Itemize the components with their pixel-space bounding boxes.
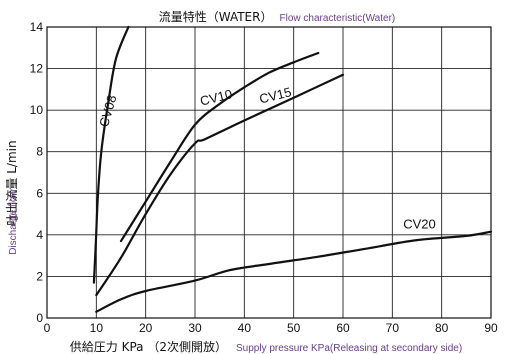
x-axis-label: 供給圧力 KPa （2次側開放） Supply pressure KPa(Rel… <box>70 338 462 354</box>
y-axis-label-en-text: Discharge flow <box>8 188 19 254</box>
x-tick-label: 10 <box>90 321 104 335</box>
series-label-cv15: CV15 <box>258 84 293 106</box>
y-axis-label-en: Discharge flow <box>8 188 19 254</box>
series-label-cv08: CV08 <box>96 93 119 128</box>
x-tick-label: 0 <box>44 321 51 335</box>
x-tick-label: 60 <box>336 321 350 335</box>
y-tick-label: 6 <box>36 186 43 200</box>
chart-title-en: Flow characteristic(Water) <box>279 13 395 24</box>
series-label-cv20: CV20 <box>403 217 436 232</box>
x-tick-label: 30 <box>188 321 202 335</box>
y-tick-label: 12 <box>30 62 44 76</box>
x-tick-label: 90 <box>484 321 498 335</box>
y-tick-label: 2 <box>36 269 43 283</box>
series-line-cv20 <box>95 230 493 313</box>
x-tick-label: 70 <box>386 321 400 335</box>
x-tick-label: 20 <box>139 321 153 335</box>
series-line-cv15 <box>95 73 345 297</box>
x-tick-labels: 0 10 20 30 40 50 60 70 80 90 <box>44 321 498 335</box>
y-tick-labels: 0 2 4 6 8 10 12 14 <box>30 20 44 325</box>
y-tick-label: 14 <box>30 20 44 34</box>
chart-title: 流量特性（WATER） Flow characteristic(Water) <box>159 8 396 25</box>
series-lines <box>92 25 493 313</box>
y-axis-label: 吐出流量 L/min <box>5 140 19 225</box>
x-tick-label: 40 <box>238 321 252 335</box>
y-tick-label: 0 <box>36 311 43 325</box>
series-line-cv08 <box>92 25 130 284</box>
y-tick-label: 8 <box>36 145 43 159</box>
x-axis-label-jp: 供給圧力 KPa （2次側開放） <box>70 339 227 354</box>
x-tick-label: 80 <box>435 321 449 335</box>
x-tick-label: 50 <box>287 321 301 335</box>
series-line-cv10 <box>119 51 320 243</box>
x-axis-label-en: Supply pressure KPa(Releasing at seconda… <box>236 343 462 354</box>
plot-frame <box>46 26 492 319</box>
y-axis-label-jp-part1: 吐出流量 L/min <box>5 140 19 225</box>
y-tick-label: 4 <box>36 228 43 242</box>
chart-title-jp: 流量特性（WATER） <box>159 9 273 24</box>
y-tick-label: 10 <box>30 103 44 117</box>
